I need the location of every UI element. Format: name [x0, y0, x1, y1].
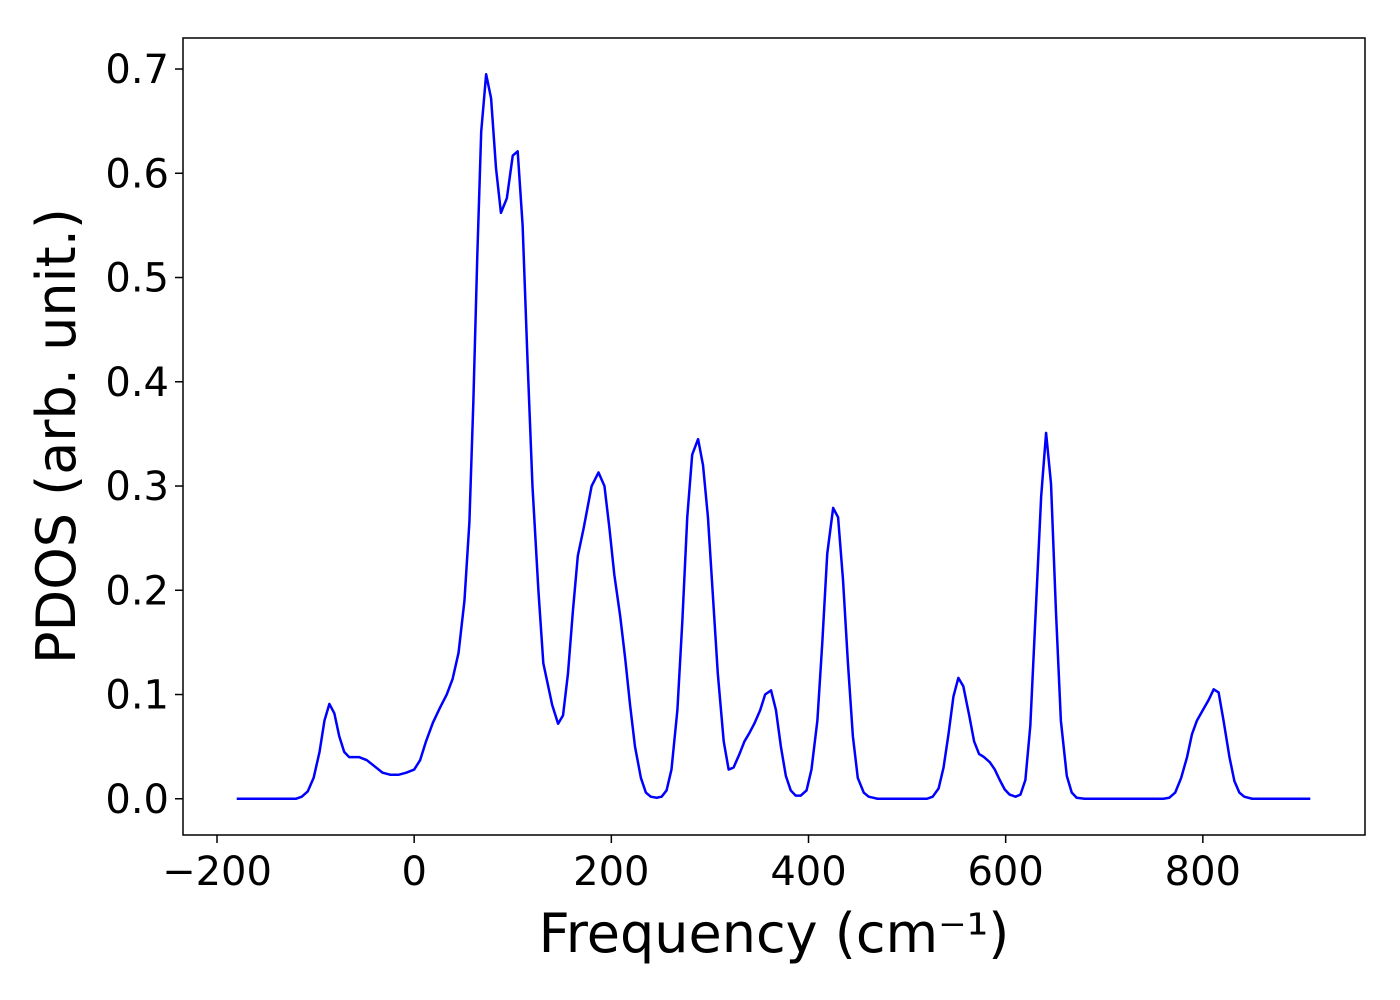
y-tick-label: 0.4	[105, 360, 169, 406]
x-tick-label: 200	[573, 849, 649, 895]
x-tick-label: 600	[967, 849, 1043, 895]
y-tick-label: 0.1	[105, 673, 169, 719]
y-tick-label: 0.5	[105, 256, 169, 302]
x-tick-label: 800	[1165, 849, 1241, 895]
y-axis-label: PDOS (arb. unit.)	[25, 208, 88, 664]
line-series	[236, 72, 1311, 801]
plot-frame	[182, 37, 1366, 836]
x-axis-label: Frequency (cm⁻¹)	[539, 902, 1010, 965]
y-tick-label: 0.3	[105, 464, 169, 510]
y-tick-label: 0.0	[105, 777, 169, 823]
y-tick-label: 0.7	[105, 47, 169, 93]
y-tick-label: 0.6	[105, 151, 169, 197]
y-tick-label: 0.2	[105, 568, 169, 614]
x-tick-label: 400	[770, 849, 846, 895]
x-tick-label: 0	[401, 849, 426, 895]
x-tick-label: −200	[162, 849, 272, 895]
